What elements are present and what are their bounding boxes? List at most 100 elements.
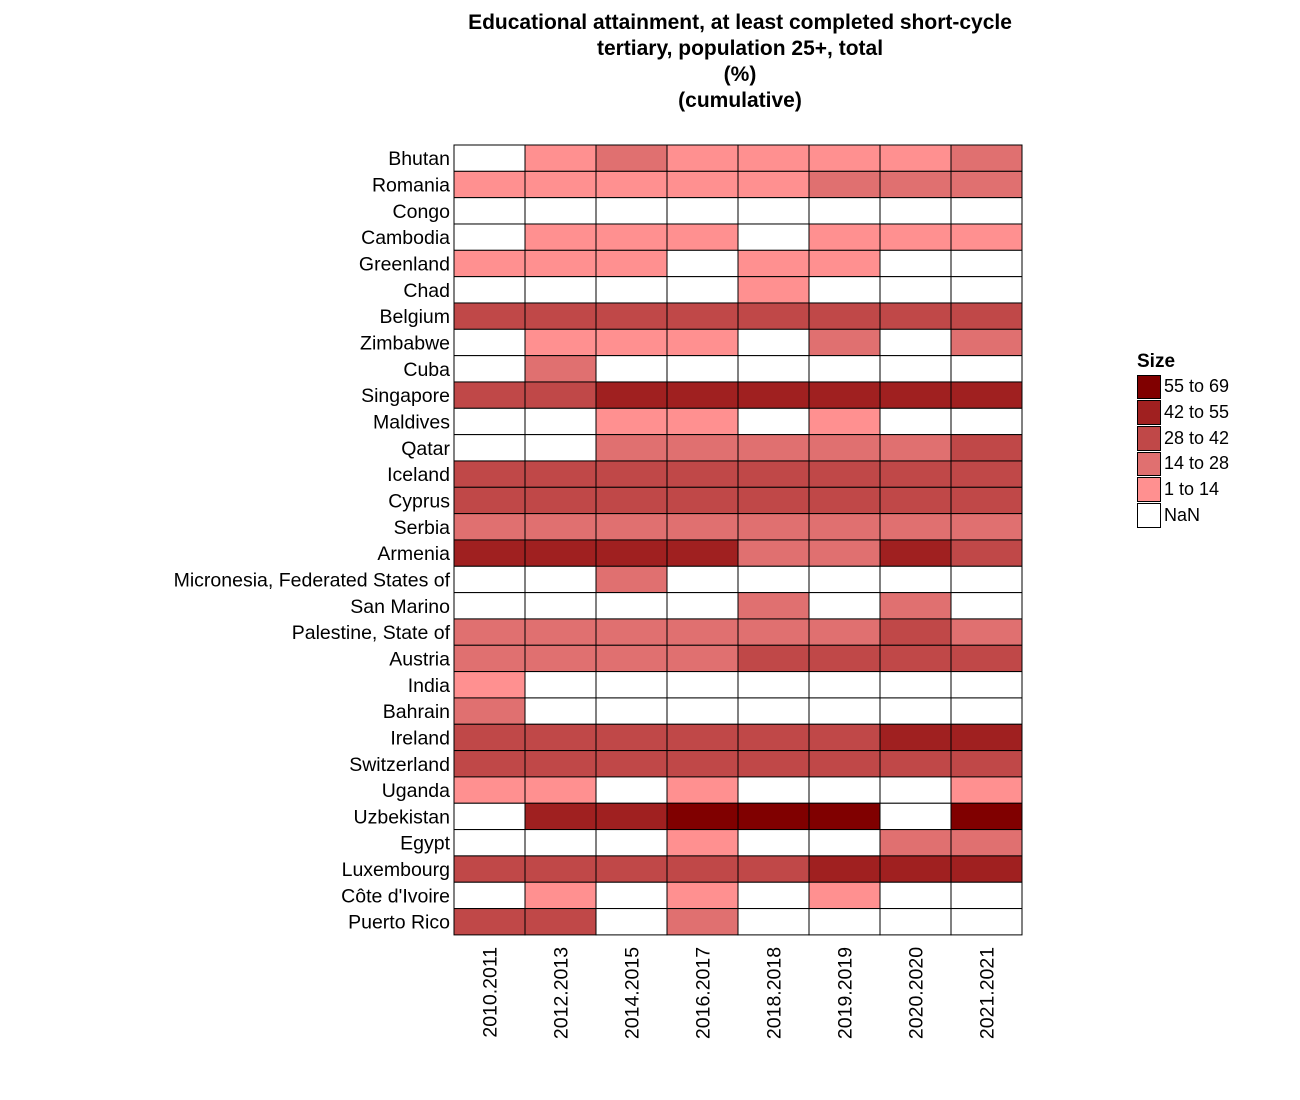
heatmap-cell bbox=[737, 328, 810, 357]
heatmap-cell bbox=[524, 644, 597, 673]
heatmap-cell bbox=[666, 565, 739, 594]
heatmap-cell bbox=[737, 486, 810, 515]
heatmap-cell bbox=[453, 249, 526, 278]
heatmap-cell bbox=[808, 249, 881, 278]
heatmap-cell bbox=[879, 170, 952, 199]
x-tick-label: 2014.2015 bbox=[622, 947, 644, 1039]
heatmap-cell bbox=[737, 249, 810, 278]
heatmap-cell bbox=[453, 460, 526, 488]
heatmap-cell bbox=[453, 855, 526, 883]
y-tick-label: Congo bbox=[393, 201, 451, 223]
heatmap-cell bbox=[879, 407, 952, 436]
heatmap-cell bbox=[808, 460, 881, 488]
heatmap-cell bbox=[879, 197, 952, 225]
heatmap-cell bbox=[453, 144, 526, 172]
heatmap-cell bbox=[666, 381, 739, 409]
heatmap-cell bbox=[595, 144, 668, 172]
heatmap-cell bbox=[879, 697, 952, 725]
heatmap-cell bbox=[524, 671, 597, 699]
heatmap-cell bbox=[950, 565, 1023, 594]
heatmap-cell bbox=[453, 328, 526, 357]
heatmap-cell bbox=[808, 197, 881, 225]
heatmap-cell bbox=[879, 486, 952, 515]
heatmap-cell bbox=[737, 170, 810, 199]
heatmap-cell bbox=[453, 302, 526, 330]
heatmap-cell bbox=[453, 539, 526, 567]
legend-label: NaN bbox=[1164, 504, 1201, 525]
heatmap-cell bbox=[950, 197, 1023, 225]
heatmap-cell bbox=[453, 407, 526, 436]
x-tick-label: 2019.2019 bbox=[835, 947, 857, 1039]
heatmap-cell bbox=[737, 592, 810, 620]
heatmap-cell bbox=[879, 144, 952, 172]
heatmap-cell bbox=[879, 644, 952, 673]
heatmap-cell bbox=[524, 170, 597, 199]
y-tick-label: Cuba bbox=[403, 359, 450, 381]
heatmap-cell bbox=[879, 671, 952, 699]
legend-item: NaN bbox=[1137, 502, 1229, 528]
title-line-3: (%) bbox=[723, 63, 757, 86]
x-tick-label: 2012.2013 bbox=[551, 947, 573, 1039]
heatmap-cell bbox=[595, 855, 668, 883]
heatmap-cell bbox=[524, 750, 597, 778]
heatmap-cell bbox=[737, 539, 810, 567]
y-tick-label: Bahrain bbox=[383, 701, 450, 723]
heatmap-cell bbox=[524, 355, 597, 383]
heatmap-cell bbox=[666, 144, 739, 172]
legend-items: 55 to 69 42 to 55 28 to 42 14 to 28 1 to 14 N… bbox=[1137, 374, 1229, 528]
heatmap-cell bbox=[808, 776, 881, 804]
heatmap-cell bbox=[950, 750, 1023, 778]
heatmap-cell bbox=[524, 144, 597, 172]
title-line-2: tertiary, population 25+, total bbox=[596, 37, 884, 60]
legend-swatch bbox=[1137, 425, 1161, 451]
y-tick-label: Switzerland bbox=[349, 754, 450, 776]
heatmap-cell bbox=[950, 671, 1023, 699]
heatmap-cell bbox=[879, 829, 952, 857]
heatmap-cell bbox=[879, 618, 952, 646]
y-tick-label: Serbia bbox=[394, 517, 451, 539]
heatmap-cell bbox=[879, 855, 952, 883]
heatmap-cell bbox=[737, 855, 810, 883]
heatmap-cell bbox=[879, 592, 952, 620]
y-tick-label: Côte d'Ivoire bbox=[341, 885, 450, 907]
y-tick-label: Singapore bbox=[361, 385, 450, 407]
heatmap-cell bbox=[808, 829, 881, 857]
y-tick-label: Armenia bbox=[377, 543, 450, 565]
heatmap-cell bbox=[808, 513, 881, 541]
heatmap-cell bbox=[737, 460, 810, 488]
heatmap-cell bbox=[453, 908, 526, 936]
heatmap-cell bbox=[666, 460, 739, 488]
heatmap-cell bbox=[453, 276, 526, 304]
heatmap-cell bbox=[524, 592, 597, 620]
heatmap-cell bbox=[595, 276, 668, 304]
heatmap-cell bbox=[595, 618, 668, 646]
heatmap-cell bbox=[595, 829, 668, 857]
heatmap-cell bbox=[879, 565, 952, 594]
legend-item: 14 to 28 bbox=[1137, 451, 1229, 477]
y-tick-label: Qatar bbox=[401, 438, 450, 460]
legend-label: 1 to 14 bbox=[1164, 479, 1220, 500]
heatmap-cell bbox=[453, 513, 526, 541]
heatmap-cell bbox=[737, 723, 810, 752]
heatmap-cell bbox=[808, 223, 881, 251]
heatmap-cell bbox=[524, 881, 597, 910]
y-tick-label: Egypt bbox=[400, 833, 450, 855]
y-tick-label: Iceland bbox=[387, 464, 450, 486]
heatmap-cell bbox=[737, 829, 810, 857]
heatmap-cell bbox=[595, 407, 668, 436]
heatmap-cell bbox=[453, 644, 526, 673]
heatmap-cell bbox=[595, 249, 668, 278]
heatmap-cell bbox=[808, 750, 881, 778]
heatmap-cell bbox=[453, 223, 526, 251]
heatmap-cell bbox=[524, 197, 597, 225]
y-tick-label: Belgium bbox=[380, 306, 450, 328]
heatmap-cell bbox=[453, 618, 526, 646]
heatmap-cell bbox=[666, 855, 739, 883]
y-tick-label: Luxembourg bbox=[342, 859, 450, 881]
heatmap-cell bbox=[950, 829, 1023, 857]
heatmap-cell bbox=[737, 908, 810, 936]
x-tick-label: 2021.2021 bbox=[977, 947, 999, 1039]
heatmap-cell bbox=[666, 908, 739, 936]
heatmap-cell bbox=[879, 513, 952, 541]
legend-label: 14 to 28 bbox=[1164, 453, 1230, 474]
